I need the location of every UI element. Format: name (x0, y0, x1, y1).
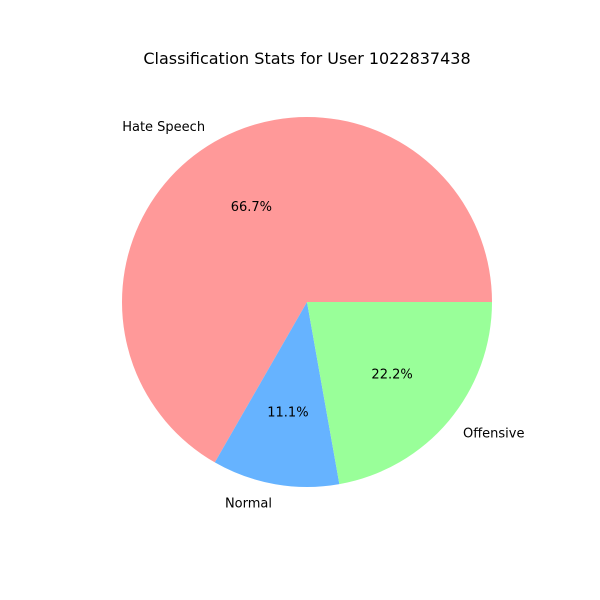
pie-slice-normal (214, 302, 340, 487)
pie-labels: Hate Speech 66.7% Normal 11.1% Offensive 22.2… (122, 120, 524, 512)
slice-label-normal: Normal (225, 496, 272, 511)
pie-slices (122, 117, 493, 487)
slice-label-offensive: Offensive (463, 427, 525, 442)
slice-label-hate-speech: Hate Speech (122, 120, 205, 135)
slice-pct-normal: 11.1% (267, 405, 308, 420)
pie-slice-hate-speech (122, 117, 493, 463)
pie-slice-offensive (307, 302, 492, 485)
slice-pct-hate-speech: 66.7% (231, 200, 272, 215)
chart-title: Classification Stats for User 1022837438 (143, 49, 470, 68)
slice-pct-offensive: 22.2% (371, 367, 412, 382)
